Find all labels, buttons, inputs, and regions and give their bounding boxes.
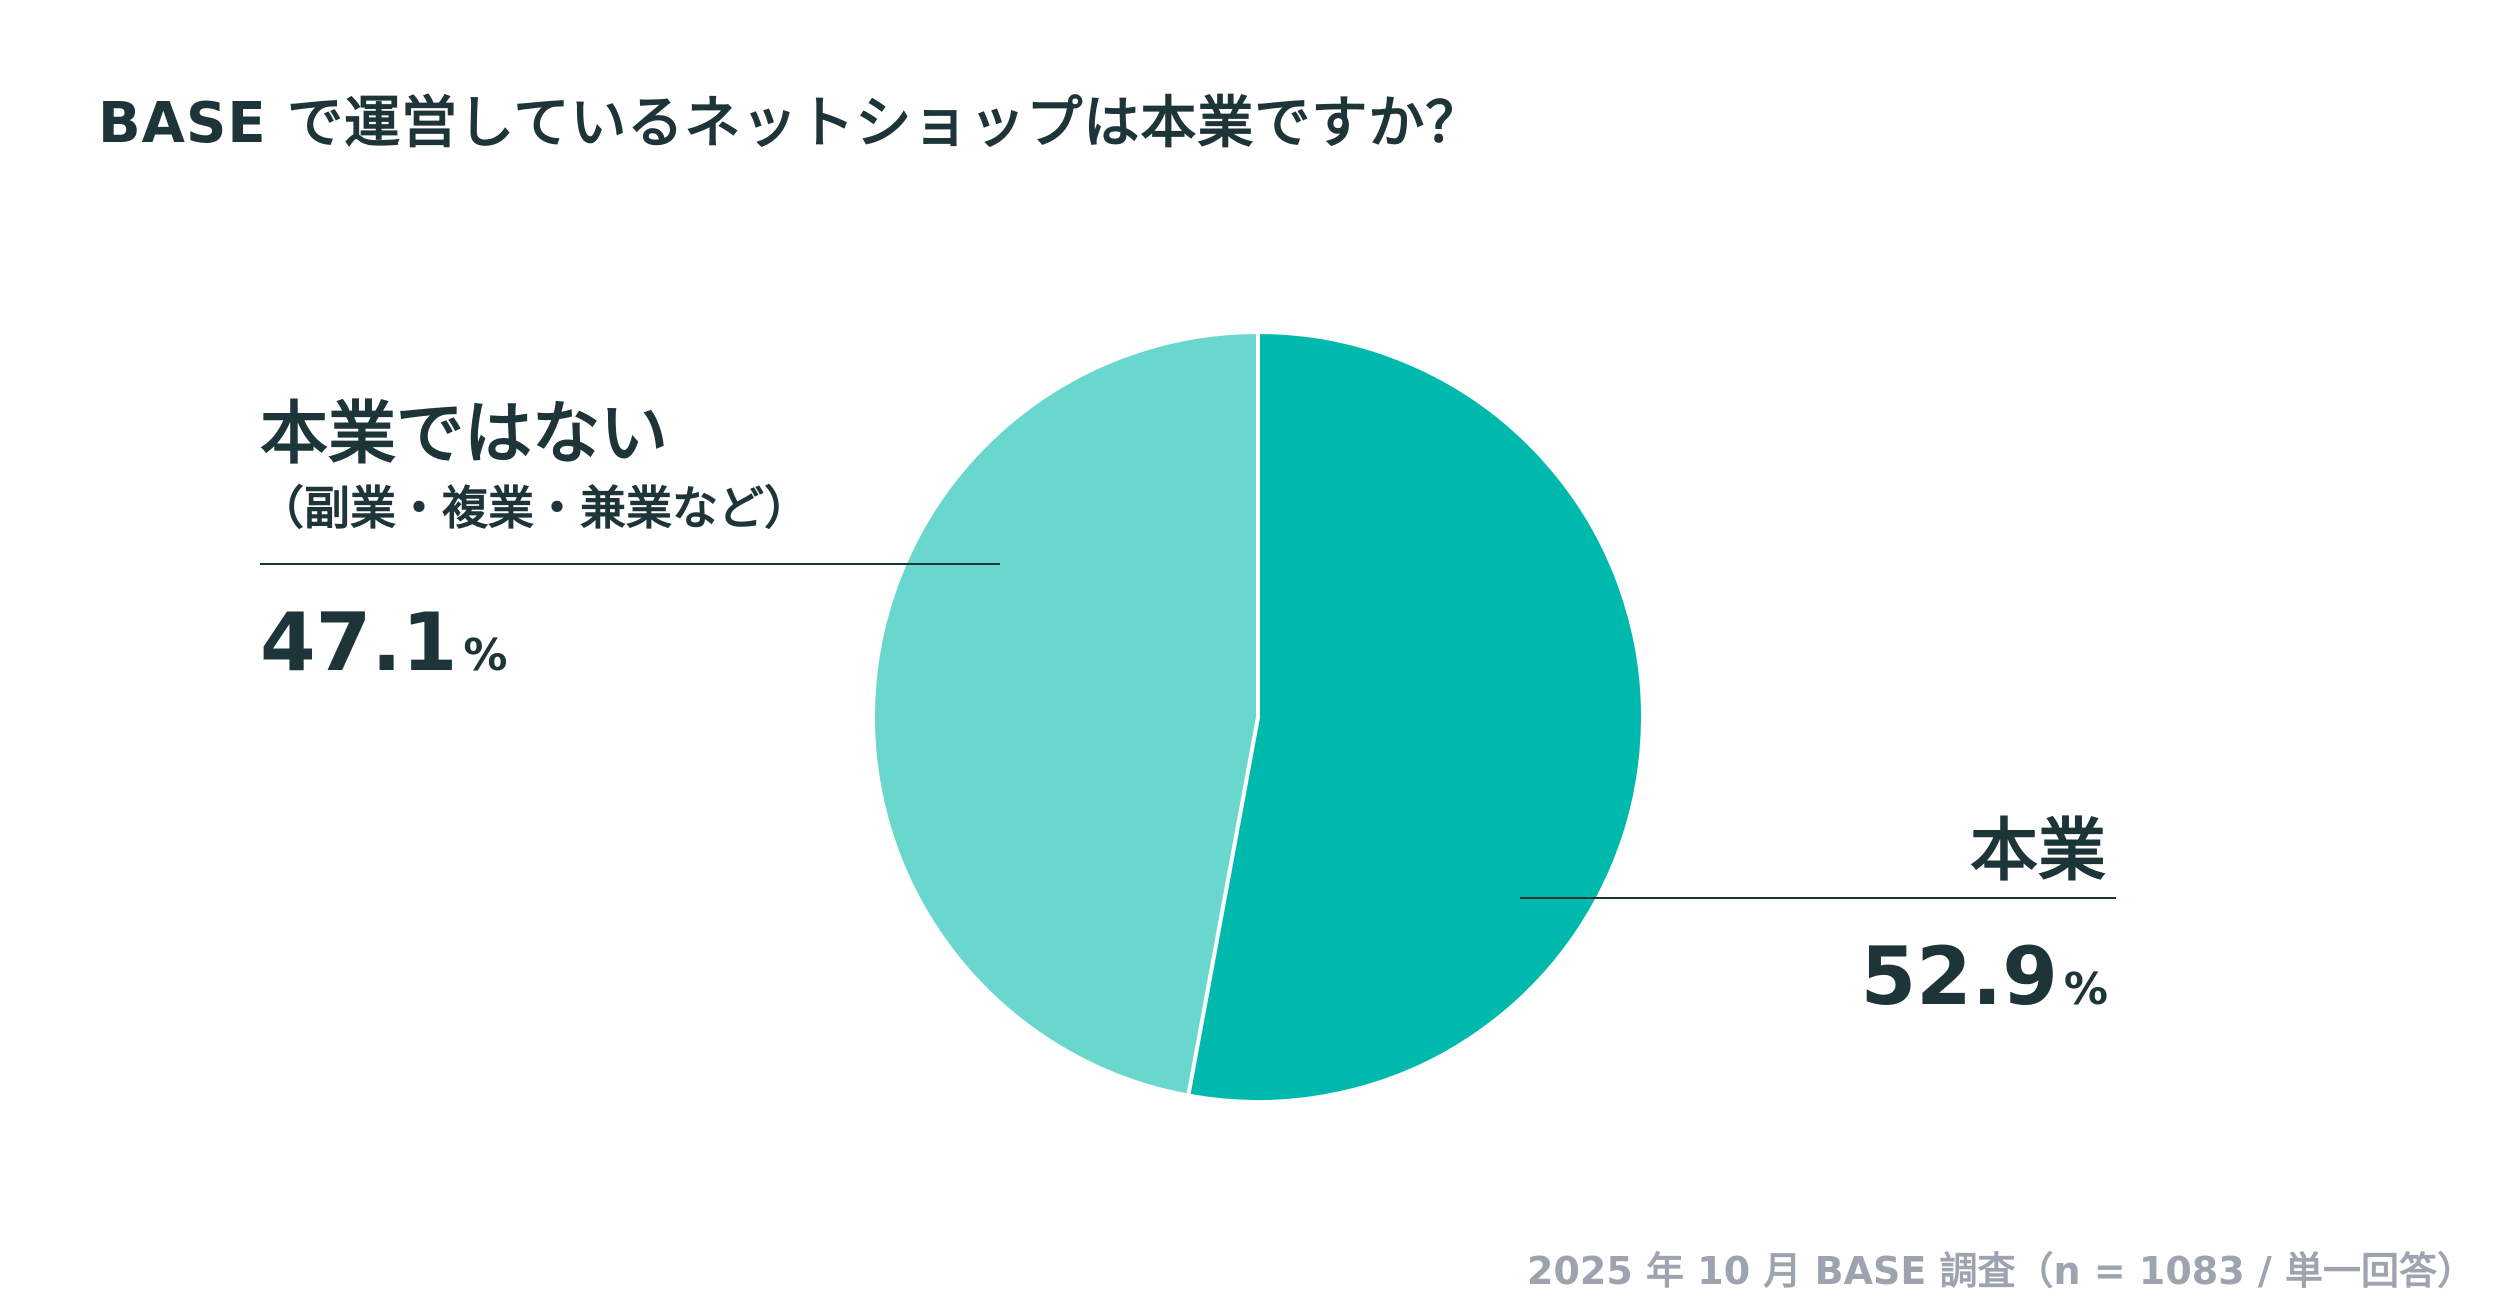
pie-slice-0 (1186, 330, 1645, 1104)
leader-line-main (1520, 897, 2116, 899)
leader-line-not-main (260, 563, 1000, 565)
data-label-value: 47.1 (260, 596, 458, 689)
data-label-not-main: 47.1% (260, 596, 507, 689)
pie-slice-1 (870, 330, 1260, 1098)
data-label-main: 52.9% (1861, 930, 2108, 1023)
percent-unit: % (463, 630, 508, 681)
data-label-value: 52.9 (1860, 930, 2058, 1023)
slice-label-not-main: 本業ではない (260, 395, 669, 474)
chart-title: BASE で運営しているネットショップは本業ですか？ (98, 91, 1483, 156)
slice-label-main: 本業 (1969, 812, 2106, 891)
percent-unit: % (2063, 964, 2108, 1015)
source-note: 2025 年 10 月 BASE 調査（n = 1083 / 単一回答） (1527, 1249, 2475, 1293)
slice-sublabel-not-main: （副業・複業・兼業など） (258, 481, 810, 535)
